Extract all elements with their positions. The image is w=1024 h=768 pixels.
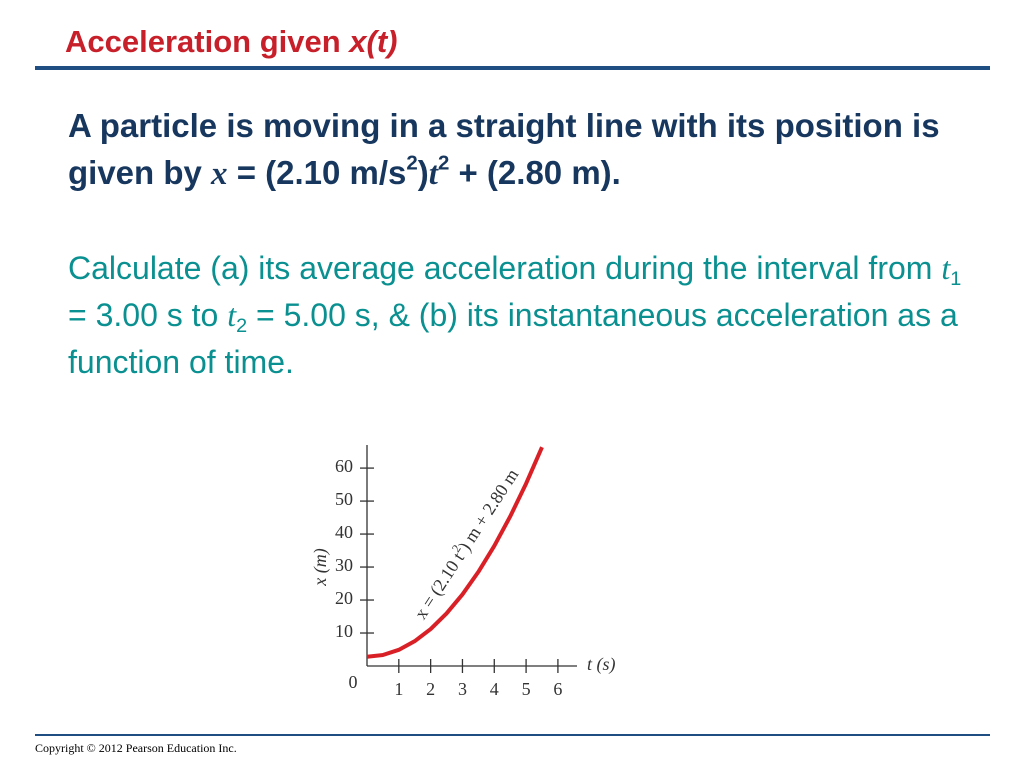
x-tick-label: 2: [426, 679, 435, 699]
x-tick-label: 4: [490, 679, 499, 699]
sup: 2: [437, 151, 450, 175]
var: x: [211, 156, 228, 192]
slide-title: Acceleration given x(t): [65, 24, 398, 60]
copyright: Copyright © 2012 Pearson Education Inc.: [35, 741, 237, 755]
origin-label: 0: [349, 672, 358, 692]
sub: 2: [236, 314, 248, 337]
curve: [366, 446, 544, 659]
text: + (2.80 m).: [449, 154, 621, 191]
x-tick-label: 1: [394, 679, 403, 699]
title-text: Acceleration given: [65, 24, 350, 59]
y-tick-label: 30: [335, 555, 353, 575]
text: ): [417, 154, 429, 191]
text: Calculate (a) its average acceleration d…: [68, 250, 942, 286]
var: t: [941, 250, 951, 286]
text: = 5.00 s, & (b) its instantaneous accele…: [68, 297, 958, 380]
y-tick-label: 60: [335, 456, 353, 476]
text: = 3.00 s to: [68, 297, 228, 333]
y-axis-label: x (m): [310, 548, 331, 586]
question-text: Calculate (a) its average acceleration d…: [68, 245, 968, 386]
footer-rule: [35, 734, 990, 736]
y-tick-label: 20: [335, 588, 353, 608]
x-tick-label: 3: [458, 679, 467, 699]
curve-annotation: x = (2.10 t2) m + 2.80 m: [408, 463, 524, 623]
x-axis-label: t (s): [587, 654, 616, 675]
var: t: [227, 297, 237, 333]
x-tick-label: 5: [522, 679, 531, 699]
y-tick-label: 10: [335, 621, 353, 641]
title-italic: x(t): [349, 24, 398, 59]
title-rule: [35, 66, 990, 70]
sub: 1: [950, 267, 962, 290]
x-tick-label: 6: [553, 679, 562, 699]
annotation-text: x = (2.10 t: [410, 549, 469, 623]
text: = (2.10 m/s: [227, 154, 407, 191]
text: A particle is moving in a straight line …: [68, 107, 940, 191]
problem-text: A particle is moving in a straight line …: [68, 102, 988, 198]
y-tick-label: 40: [335, 522, 353, 542]
var: t: [428, 156, 438, 192]
y-tick-label: 50: [335, 489, 353, 509]
sup: 2: [406, 151, 418, 175]
